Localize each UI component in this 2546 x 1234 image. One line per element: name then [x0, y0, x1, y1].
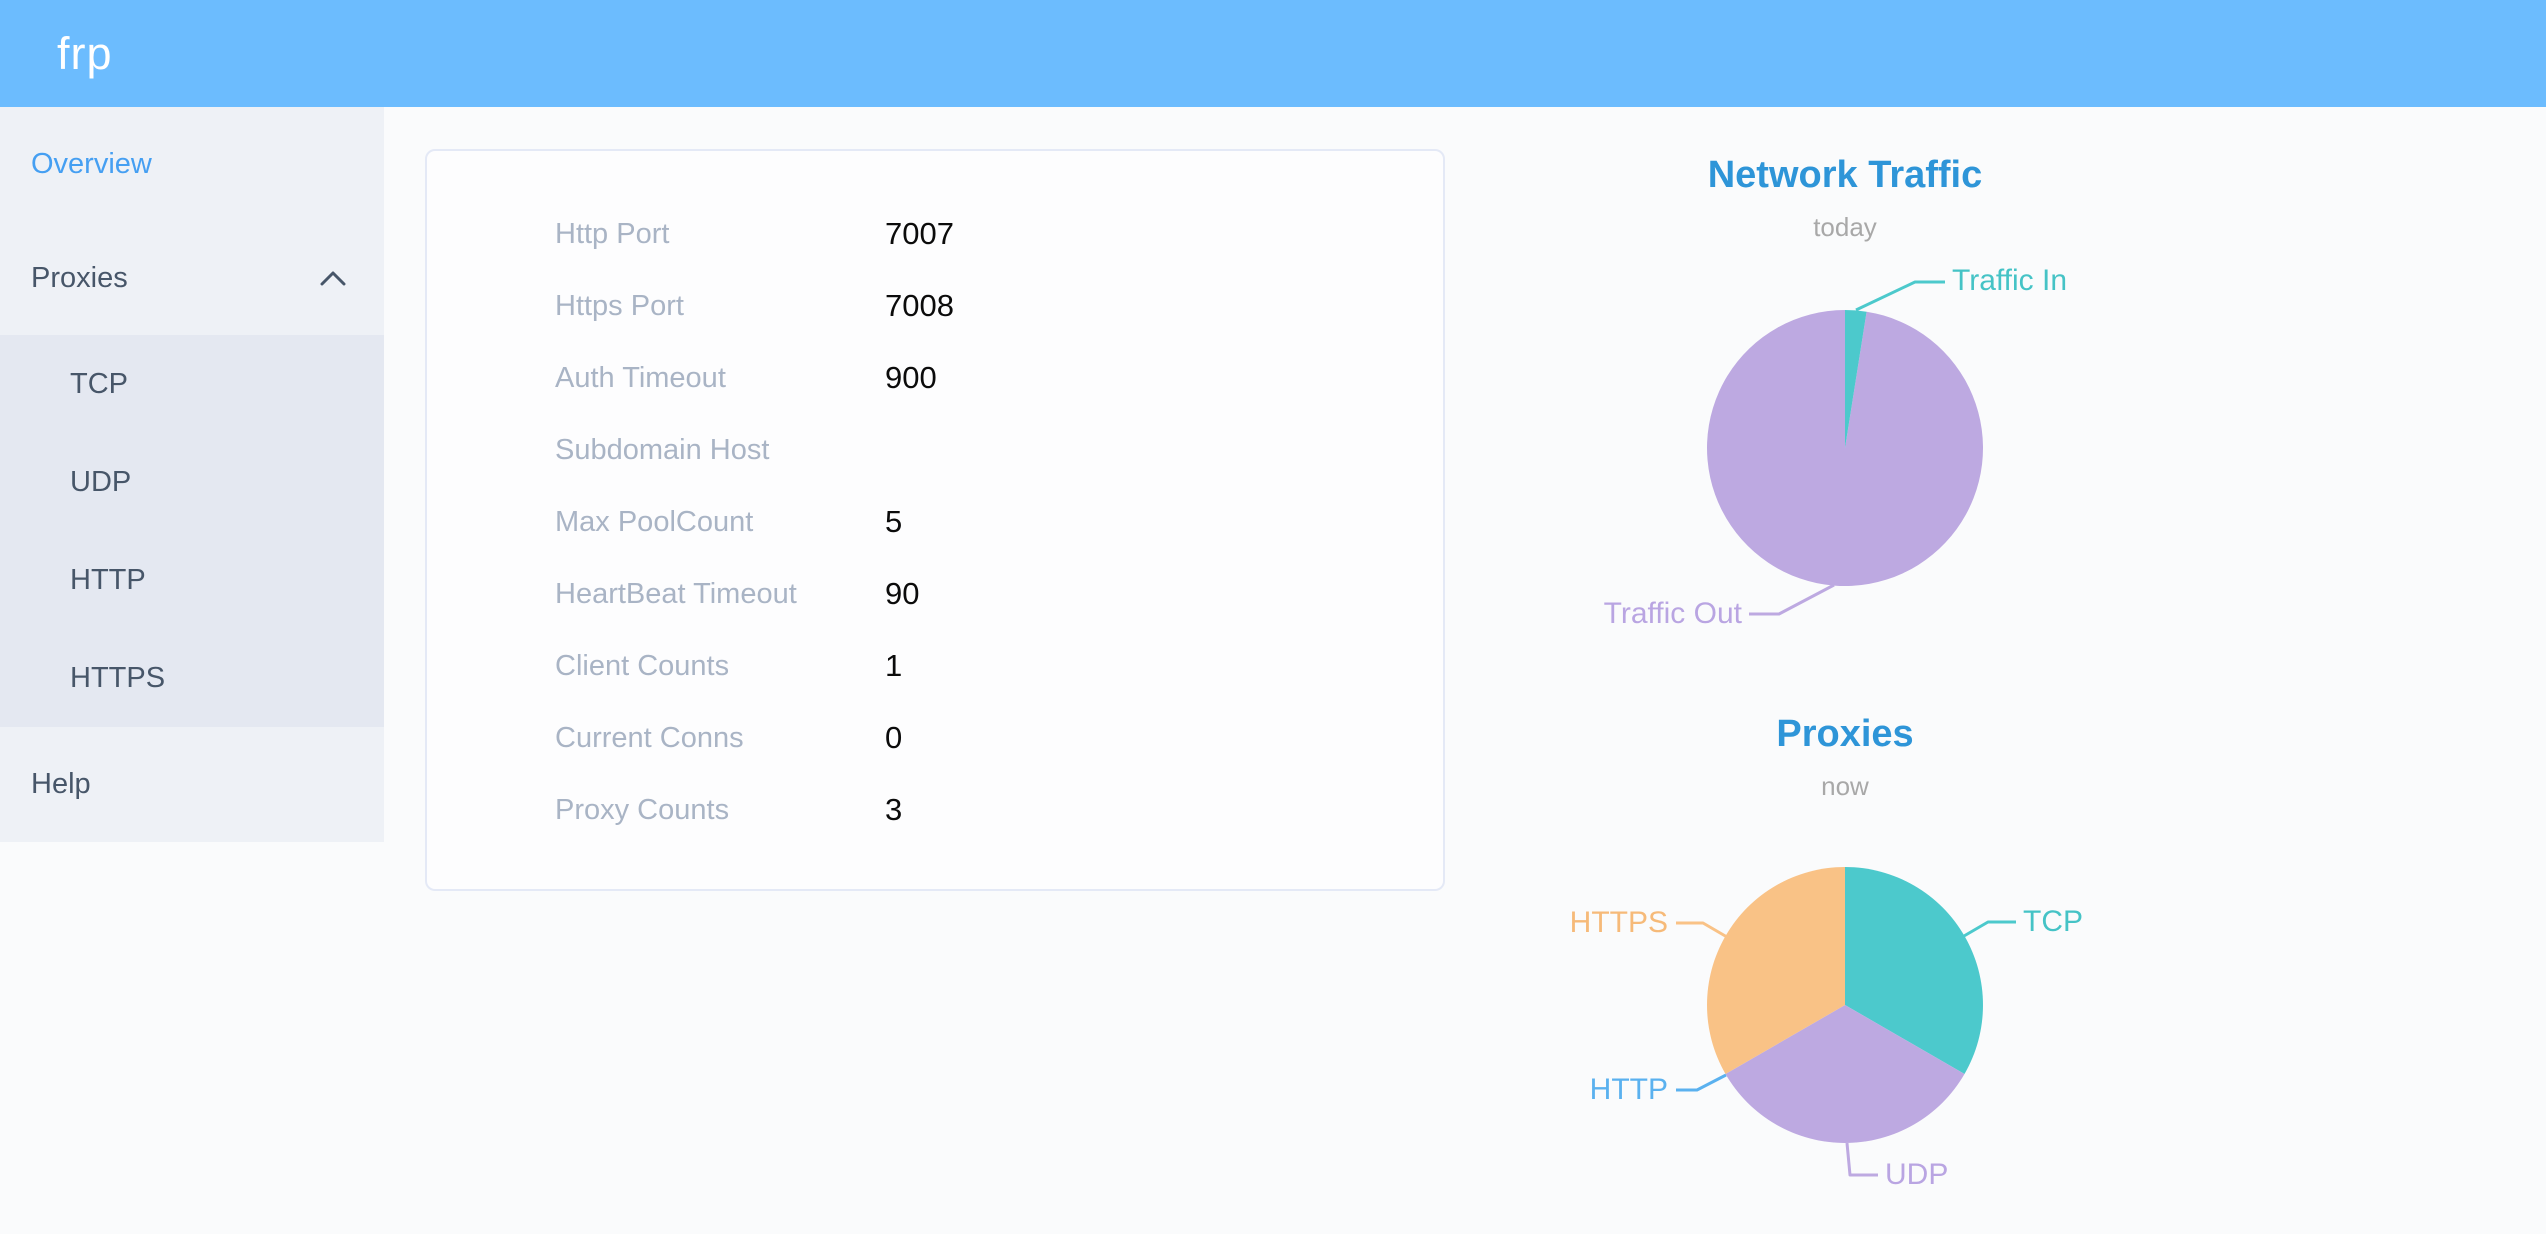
- sidebar-item-overview[interactable]: Overview: [0, 107, 384, 221]
- config-label: Current Conns: [555, 721, 744, 754]
- config-label: Subdomain Host: [555, 433, 770, 466]
- config-label: Http Port: [555, 217, 670, 250]
- network-traffic-chart-subtitle: today: [1813, 212, 1877, 242]
- config-value: 5: [885, 504, 903, 539]
- sidebar-item-help[interactable]: Help: [0, 727, 384, 842]
- app-logo: frp: [57, 28, 113, 79]
- config-row: Auth Timeout 900: [427, 342, 1443, 414]
- config-row: Client Counts 1: [427, 630, 1443, 702]
- chevron-up-icon: [320, 270, 346, 286]
- config-row: Http Port 7007: [427, 198, 1443, 270]
- app-header: frp: [0, 0, 2546, 107]
- sidebar-item-tcp[interactable]: TCP: [0, 335, 384, 433]
- config-value: 3: [885, 792, 903, 827]
- config-label: Https Port: [555, 289, 684, 322]
- config-row: Current Conns 0: [427, 702, 1443, 774]
- config-row: Https Port 7008: [427, 270, 1443, 342]
- pie-slice-traffic-in[interactable]: [1845, 310, 1867, 448]
- sidebar-item-proxies-label: Proxies: [31, 261, 128, 294]
- sidebar-item-help-label: Help: [31, 768, 91, 800]
- config-value: 0: [885, 720, 903, 755]
- proxies-chart-subtitle: now: [1821, 771, 1869, 801]
- pie-slice-https[interactable]: [1707, 867, 1845, 1074]
- config-row: Proxy Counts 3: [427, 774, 1443, 846]
- proxies-pie-chart: [1676, 867, 2016, 1177]
- sidebar-item-udp-label: UDP: [70, 465, 132, 498]
- pie-label-tcp: TCP: [2023, 905, 2083, 938]
- leader-line-https: [1676, 921, 1728, 939]
- pie-label-https: HTTPS: [1569, 906, 1668, 939]
- pie-label-traffic-out: Traffic Out: [1603, 597, 1742, 630]
- pie-slice-tcp[interactable]: [1845, 867, 1983, 1074]
- config-row: Max PoolCount 5: [427, 486, 1443, 558]
- config-value: 7008: [885, 288, 954, 323]
- config-label: Auth Timeout: [555, 361, 726, 394]
- pie-label-http: HTTP: [1589, 1073, 1668, 1106]
- leader-line-tcp: [1963, 920, 2016, 938]
- config-label: HeartBeat Timeout: [555, 577, 797, 610]
- sidebar-item-overview-label: Overview: [31, 147, 152, 180]
- network-traffic-chart-title: Network Traffic: [1707, 154, 1983, 196]
- pie-slice-traffic-out[interactable]: [1707, 310, 1984, 586]
- proxies-chart-title: Proxies: [1776, 713, 1914, 755]
- sidebar-item-udp[interactable]: UDP: [0, 433, 384, 531]
- server-config-card: Http Port 7007 Https Port 7008 Auth Time…: [425, 149, 1445, 891]
- sidebar-item-http[interactable]: HTTP: [0, 531, 384, 629]
- leader-line-traffic-out: [1749, 583, 1835, 616]
- config-row: Subdomain Host: [427, 414, 1443, 486]
- leader-line-http: [1676, 1073, 1727, 1092]
- pie-label-udp: UDP: [1885, 1158, 1949, 1191]
- network-traffic-pie-chart: [1707, 280, 1984, 616]
- leader-line-udp: [1845, 1142, 1878, 1177]
- sidebar-proxies-submenu: TCP UDP HTTP HTTPS: [0, 335, 384, 727]
- sidebar-item-http-label: HTTP: [70, 563, 146, 596]
- proxies-chart-header: Proxies now: [1560, 712, 2130, 802]
- config-label: Client Counts: [555, 649, 730, 682]
- sidebar: Overview Proxies TCP UDP HTTP HTTPS Help: [0, 107, 384, 842]
- config-value: 900: [885, 360, 937, 395]
- sidebar-item-tcp-label: TCP: [70, 367, 128, 400]
- leader-line-traffic-in: [1855, 280, 1945, 312]
- config-row: HeartBeat Timeout 90: [427, 558, 1443, 630]
- config-label: Proxy Counts: [555, 793, 730, 826]
- config-label: Max PoolCount: [555, 505, 754, 538]
- sidebar-item-https[interactable]: HTTPS: [0, 629, 384, 727]
- pie-label-traffic-in: Traffic In: [1952, 264, 2068, 297]
- config-value: 1: [885, 648, 903, 683]
- pie-slice-udp[interactable]: [1725, 1005, 1965, 1143]
- network-traffic-chart-header: Network Traffic today: [1560, 153, 2130, 243]
- sidebar-item-https-label: HTTPS: [70, 661, 166, 694]
- config-value: 7007: [885, 216, 954, 251]
- config-value: 90: [885, 576, 920, 611]
- sidebar-item-proxies[interactable]: Proxies: [0, 221, 384, 335]
